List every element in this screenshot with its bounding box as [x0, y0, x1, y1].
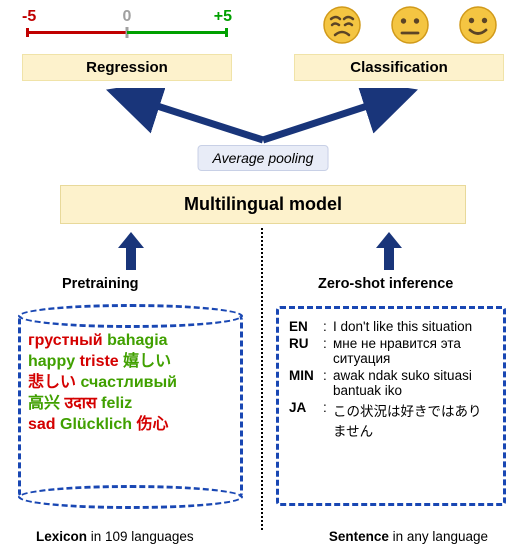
- lexicon-word: sad: [28, 416, 60, 433]
- sentence-text: awak ndak suko situasi bantuak iko: [333, 368, 493, 398]
- lexicon-word: happy: [28, 353, 80, 370]
- colon: :: [323, 400, 333, 440]
- lexicon-word: 伤心: [136, 416, 168, 433]
- emoji-row: [322, 5, 498, 50]
- sentence-row: JA:この状況は好きではありません: [289, 400, 493, 440]
- scale-end-right: [225, 28, 228, 37]
- lexicon-word: triste: [80, 353, 124, 370]
- sentence-text: мне не нравится эта ситуация: [333, 336, 493, 366]
- up-arrow-right: [372, 228, 406, 272]
- colon: :: [323, 368, 333, 398]
- lexicon-word: грустный: [28, 332, 107, 349]
- lexicon-word: 嬉しい: [123, 353, 171, 370]
- scale-track-red: [28, 31, 127, 34]
- task-labels: Regression Classification: [22, 54, 504, 81]
- sentence-row: EN:I don't like this situation: [289, 319, 493, 334]
- sentence-caption: Sentence in any language: [329, 529, 488, 544]
- average-pooling-box: Average pooling: [198, 145, 329, 171]
- lexicon-caption: Lexicon in 109 languages: [36, 529, 194, 544]
- lexicon-words: грустный bahagia happy triste 嬉しい 悲しい сч…: [28, 330, 233, 491]
- sentence-caption-bold: Sentence: [329, 529, 389, 544]
- scale-bar: [22, 28, 232, 38]
- sad-emoji: [322, 5, 362, 50]
- scale-track-green: [127, 31, 226, 34]
- top-row: -5 0 +5: [0, 8, 526, 98]
- sentence-row: RU:мне не нравится эта ситуация: [289, 336, 493, 366]
- scale-zero: 0: [123, 8, 132, 26]
- lexicon-word: счастливый: [80, 374, 177, 391]
- lexicon-word: Glücklich: [60, 416, 136, 433]
- zeroshot-label: Zero-shot inference: [318, 276, 453, 292]
- sentence-caption-rest: in any language: [389, 529, 488, 544]
- lexicon-word: 高兴: [28, 395, 64, 412]
- up-arrow-left: [114, 228, 148, 272]
- sentence-text: I don't like this situation: [333, 319, 493, 334]
- lexicon-cylinder: грустный bahagia happy triste 嬉しい 悲しい сч…: [18, 304, 243, 509]
- lang-code: MIN: [289, 368, 323, 398]
- scale-pos: +5: [214, 8, 232, 26]
- lexicon-word: bahagia: [107, 332, 167, 349]
- happy-emoji: [458, 5, 498, 50]
- scale-labels: -5 0 +5: [22, 8, 232, 26]
- sentence-text: この状況は好きではありません: [333, 400, 493, 440]
- lang-code: EN: [289, 319, 323, 334]
- lexicon-word: उदास: [64, 395, 101, 412]
- colon: :: [323, 319, 333, 334]
- lexicon-caption-rest: in 109 languages: [87, 529, 194, 544]
- classification-label: Classification: [294, 54, 504, 81]
- lang-code: RU: [289, 336, 323, 366]
- neutral-emoji: [390, 5, 430, 50]
- sentence-row: MIN:awak ndak suko situasi bantuak iko: [289, 368, 493, 398]
- lexicon-word: 悲しい: [28, 374, 80, 391]
- model-box: Multilingual model: [60, 185, 466, 224]
- lexicon-caption-bold: Lexicon: [36, 529, 87, 544]
- lexicon-word: feliz: [101, 395, 132, 412]
- pretraining-label: Pretraining: [62, 276, 139, 292]
- regression-scale: -5 0 +5: [22, 8, 232, 38]
- sentence-box: EN:I don't like this situationRU:мне не …: [276, 306, 506, 506]
- colon: :: [323, 336, 333, 366]
- lang-code: JA: [289, 400, 323, 440]
- vertical-divider: [261, 228, 263, 530]
- regression-label: Regression: [22, 54, 232, 81]
- scale-neg: -5: [22, 8, 36, 26]
